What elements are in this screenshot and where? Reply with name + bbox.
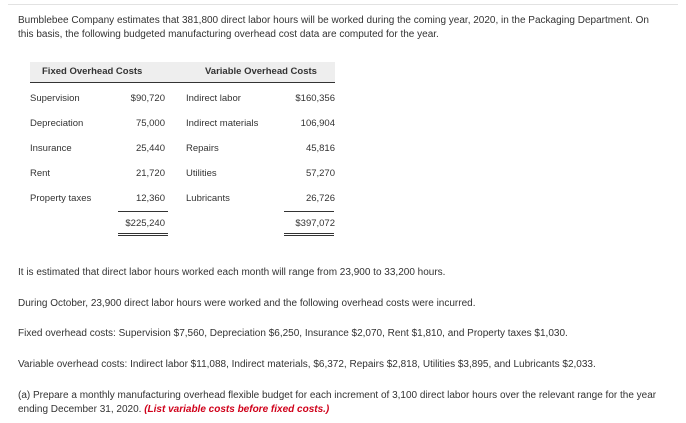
variable-cost-label: Utilities — [186, 168, 217, 179]
variable-total-double-rule — [284, 233, 334, 234]
variable-cost-amount: 26,726 — [305, 193, 335, 204]
question-instruction-note: (List variable costs before fixed costs.… — [144, 404, 330, 415]
october-hours-paragraph: During October, 23,900 direct labor hour… — [18, 298, 476, 309]
fixed-cost-label: Insurance — [30, 143, 72, 154]
variable-cost-label: Indirect materials — [186, 118, 259, 129]
fixed-cost-amount: $90,720 — [130, 93, 165, 104]
table-header-band — [30, 62, 335, 83]
variable-costs-header: Variable Overhead Costs — [205, 66, 317, 77]
fixed-costs-incurred-paragraph: Fixed overhead costs: Supervision $7,560… — [18, 328, 568, 339]
fixed-total: $225,240 — [125, 218, 165, 229]
variable-total-double-rule — [284, 235, 334, 236]
fixed-subtotal-rule — [118, 211, 168, 212]
fixed-total-double-rule — [118, 235, 168, 236]
fixed-cost-amount: 21,720 — [135, 168, 165, 179]
fixed-costs-header: Fixed Overhead Costs — [42, 66, 143, 77]
variable-cost-amount: $160,356 — [295, 93, 335, 104]
fixed-cost-label: Rent — [30, 168, 51, 179]
fixed-cost-amount: 25,440 — [135, 143, 165, 154]
fixed-cost-label: Depreciation — [30, 118, 84, 129]
fixed-cost-label: Supervision — [30, 93, 80, 104]
fixed-cost-label: Property taxes — [30, 193, 92, 204]
variable-cost-amount: 106,904 — [300, 118, 335, 129]
variable-subtotal-rule — [284, 211, 334, 212]
content-frame — [8, 4, 678, 420]
variable-cost-amount: 57,270 — [305, 168, 335, 179]
hours-range-paragraph: It is estimated that direct labor hours … — [18, 267, 446, 278]
fixed-cost-amount: 12,360 — [135, 193, 165, 204]
variable-cost-label: Lubricants — [186, 193, 230, 204]
variable-costs-incurred-paragraph: Variable overhead costs: Indirect labor … — [18, 359, 596, 370]
intro-paragraph: Bumblebee Company estimates that 381,800… — [18, 15, 649, 40]
question-paragraph: (a) Prepare a monthly manufacturing over… — [18, 389, 658, 417]
variable-total: $397,072 — [295, 218, 335, 229]
fixed-total-double-rule — [118, 233, 168, 234]
variable-cost-label: Repairs — [186, 143, 219, 154]
variable-cost-amount: 45,816 — [305, 143, 335, 154]
fixed-cost-amount: 75,000 — [135, 118, 165, 129]
overhead-cost-table: Fixed Overhead Costs Variable Overhead C… — [30, 62, 335, 242]
variable-cost-label: Indirect labor — [186, 93, 241, 104]
question-text: (a) Prepare a monthly manufacturing over… — [18, 390, 657, 415]
